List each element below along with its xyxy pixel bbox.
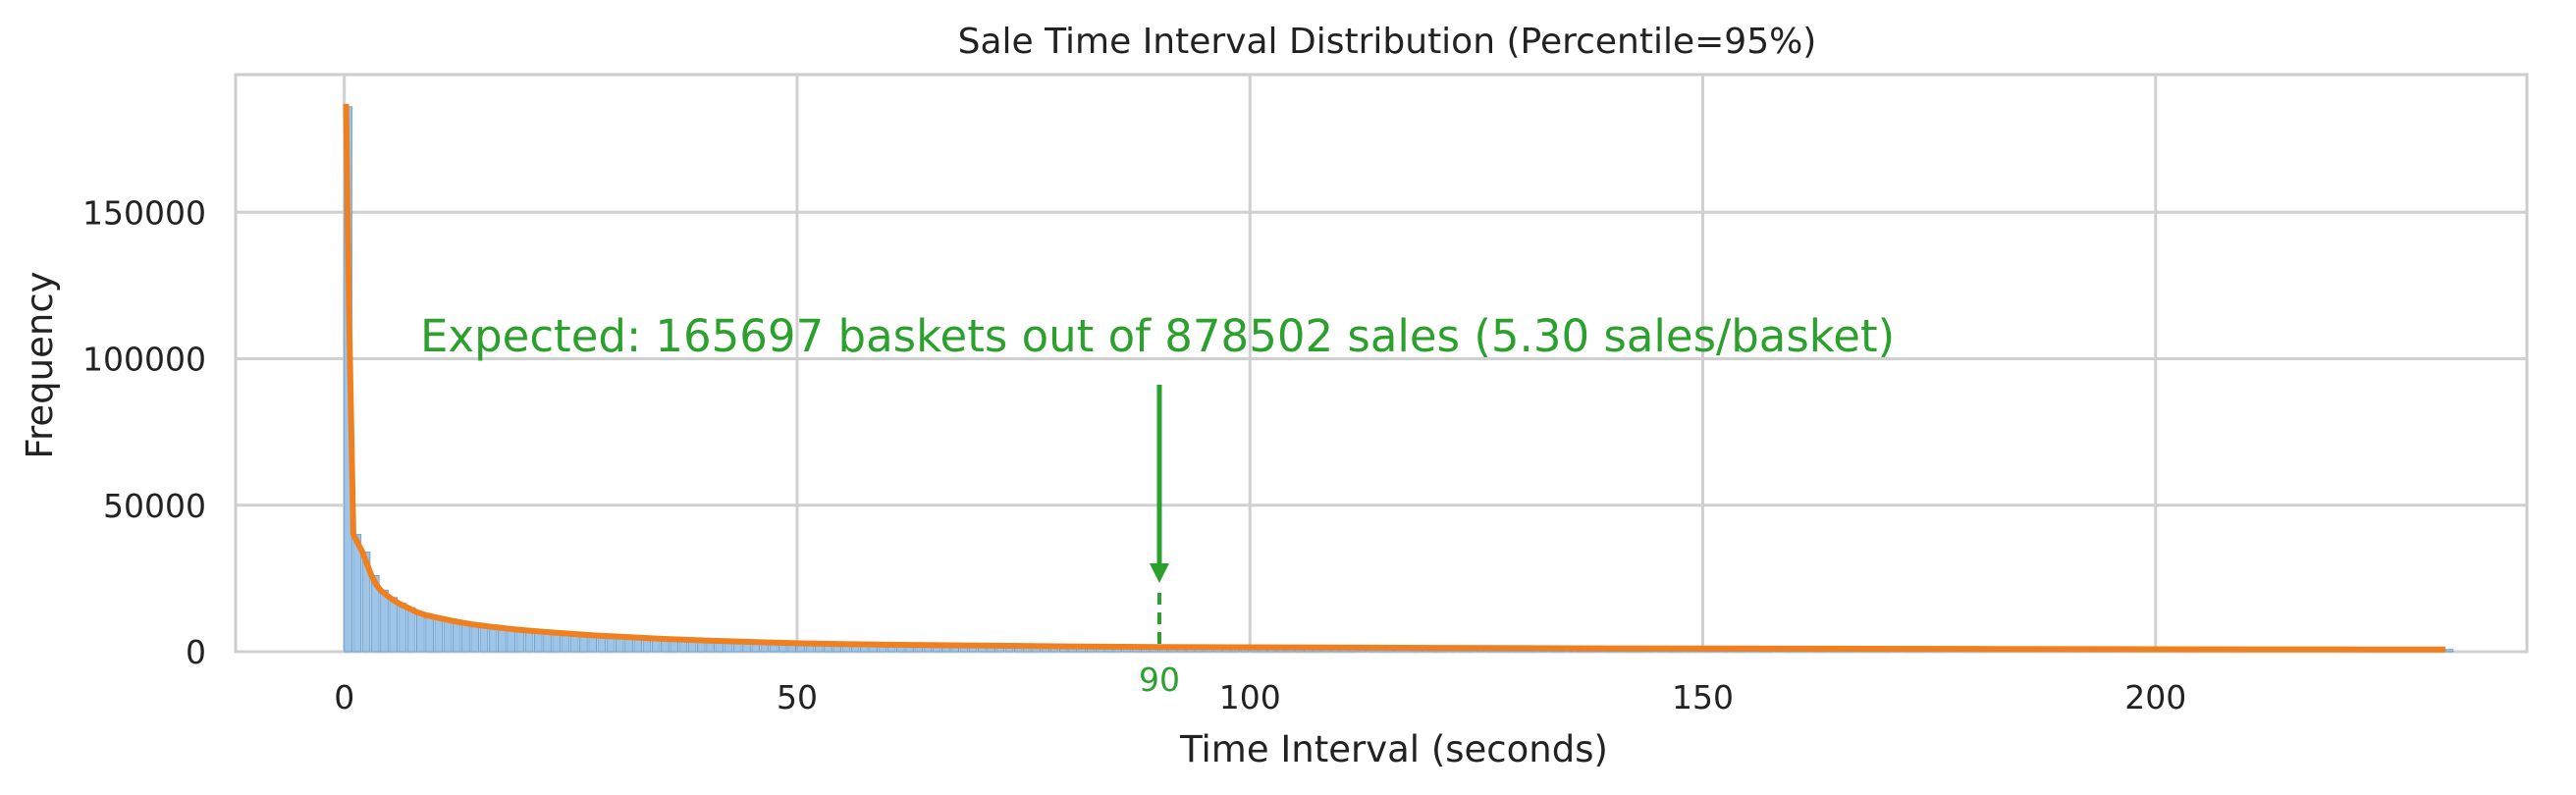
kde-curve: [343, 103, 2445, 653]
x-tick-label: 100: [1219, 678, 1281, 716]
histogram-bar: [461, 621, 470, 653]
y-tick-labels: 0 50000 100000 150000: [82, 193, 206, 671]
x-tick-label: 0: [334, 678, 354, 716]
histogram-bar: [389, 597, 399, 653]
annotation-text: Expected: 165697 baskets out of 878502 s…: [420, 310, 1895, 362]
histogram-bar: [470, 623, 480, 653]
histogram-bar: [425, 614, 434, 653]
histogram-bar: [380, 589, 389, 653]
histogram-bar: [406, 607, 416, 653]
plot-area: [234, 73, 2529, 654]
chart-title: Sale Time Interval Distribution (Percent…: [958, 22, 1817, 62]
histogram-bar: [416, 611, 425, 653]
percentile-label: 90: [1139, 661, 1180, 699]
x-tick-labels: 0 50 100 150 200: [334, 678, 2186, 716]
kde-line: [343, 103, 2445, 653]
y-tick-label: 150000: [82, 193, 206, 232]
x-tick-label: 50: [777, 678, 818, 716]
histogram-bar: [434, 616, 444, 653]
y-tick-label: 0: [186, 633, 206, 671]
annotation-arrowhead: [1149, 563, 1169, 583]
histogram-bar: [452, 620, 461, 653]
histogram-bar: [2444, 649, 2454, 653]
histogram-bar: [352, 534, 362, 653]
y-tick-label: 100000: [82, 341, 206, 379]
y-axis-label: Frequency: [19, 271, 61, 458]
histogram-bar: [361, 552, 371, 653]
histogram-bar: [479, 624, 489, 653]
x-axis-label: Time Interval (seconds): [1179, 728, 1608, 770]
percentile-marker: 90: [1139, 385, 1180, 699]
histogram-bar: [443, 618, 453, 653]
y-tick-label: 50000: [103, 487, 206, 525]
histogram-bar: [488, 625, 498, 653]
x-tick-label: 150: [1672, 678, 1734, 716]
histogram-bar: [370, 574, 380, 653]
x-tick-label: 200: [2124, 678, 2186, 716]
histogram-bar: [398, 603, 407, 653]
